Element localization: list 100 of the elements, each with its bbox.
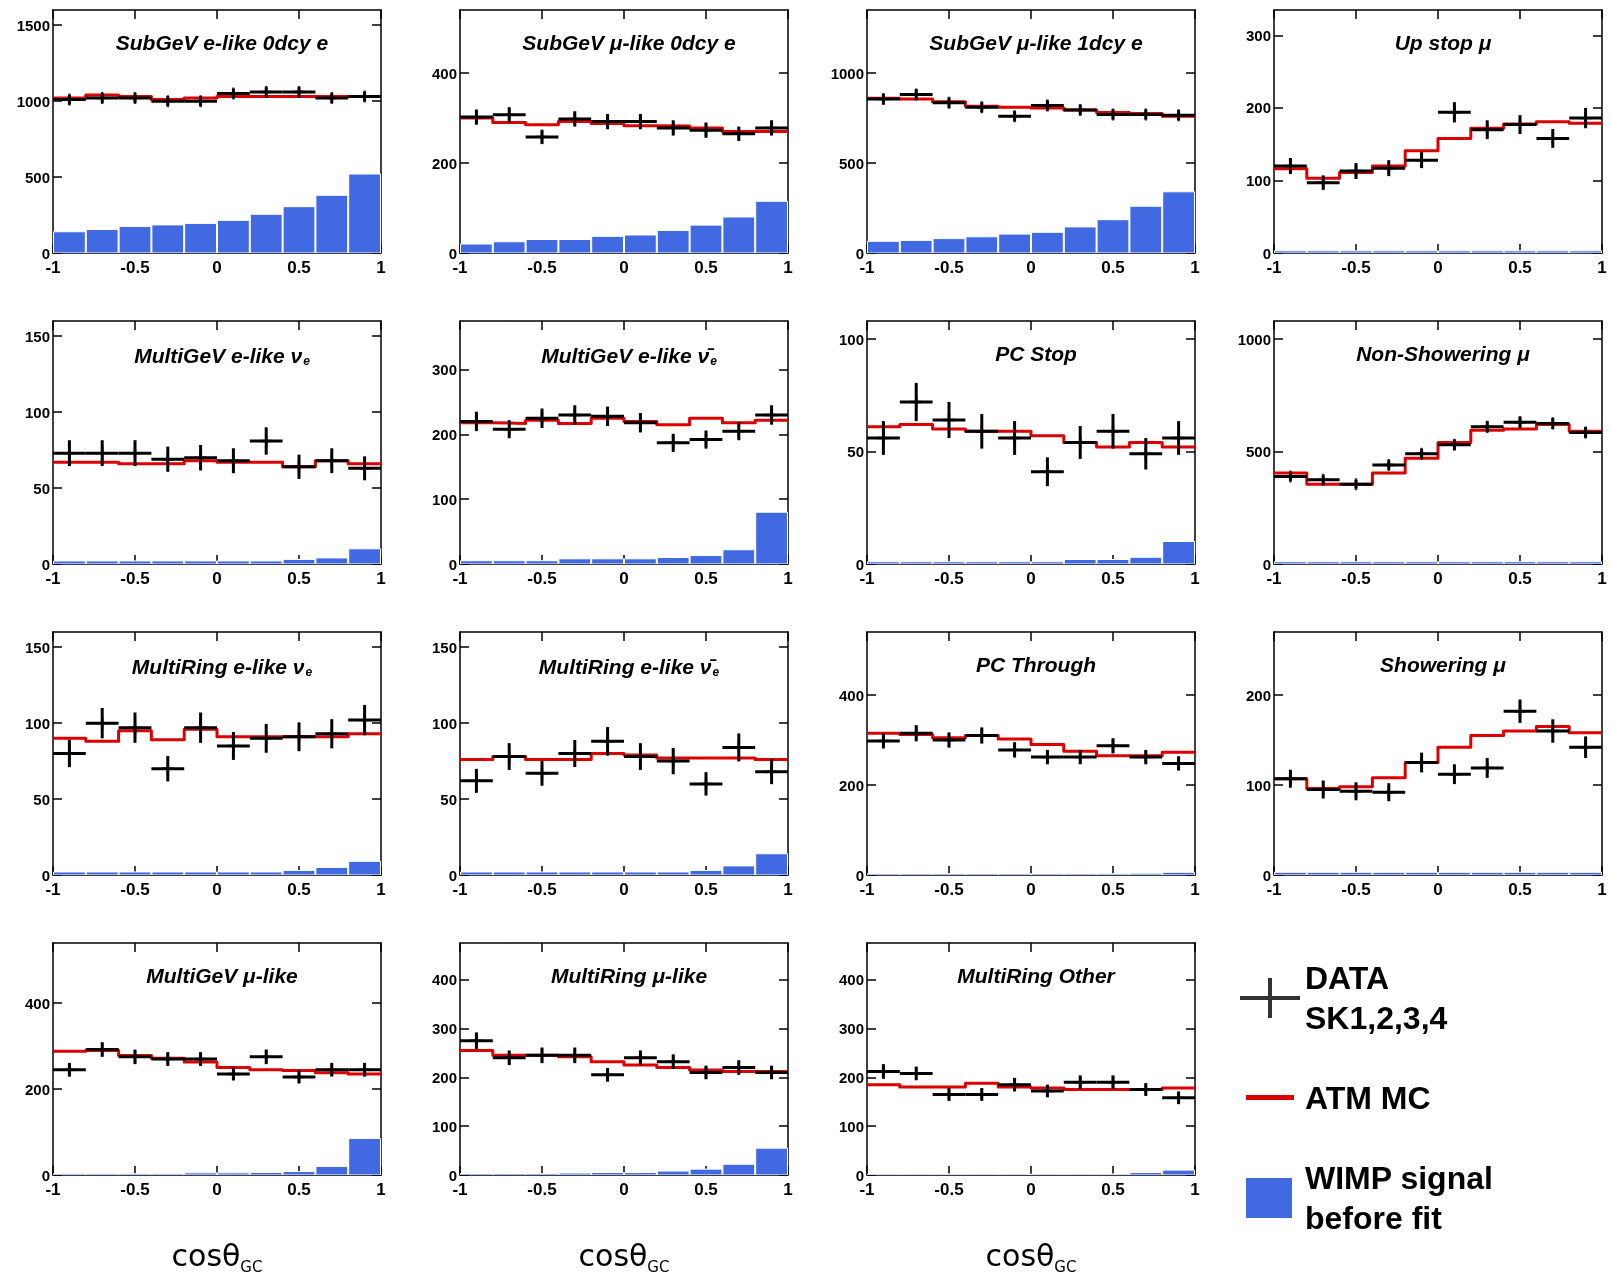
text: MultiRing Other bbox=[957, 964, 1117, 987]
x-tick-label: 0 bbox=[212, 569, 222, 588]
x-tick-label: -0.5 bbox=[120, 258, 150, 277]
y-tick-label: 300 bbox=[838, 1019, 864, 1037]
y-tick-label: 100 bbox=[24, 714, 50, 732]
x-tick-label: -0.5 bbox=[120, 1180, 150, 1199]
text: SubGeV e-like 0dcy e bbox=[115, 31, 329, 54]
x-tick-label: 0 bbox=[1433, 258, 1443, 277]
x-tick-label: 0 bbox=[619, 1180, 629, 1199]
x-tick-label: 0.5 bbox=[1101, 258, 1125, 277]
y-tick-label: 200 bbox=[1245, 99, 1271, 117]
x-tick-label: 0 bbox=[619, 569, 629, 588]
y-tick-label: 100 bbox=[1245, 171, 1271, 189]
x-tick-label: -0.5 bbox=[934, 258, 964, 277]
y-tick-label: 150 bbox=[24, 638, 50, 656]
x-tick-label: -0.5 bbox=[527, 1180, 557, 1199]
x-tick-label: 0 bbox=[1433, 569, 1443, 588]
x-tick-label: -0.5 bbox=[934, 880, 964, 899]
y-tick-label: 1000 bbox=[1237, 330, 1271, 348]
y-tick-label: 100 bbox=[24, 403, 50, 421]
x-tick-label: 0 bbox=[619, 258, 629, 277]
x-tick-label: 0 bbox=[212, 258, 222, 277]
y-tick-label: 300 bbox=[431, 361, 457, 379]
y-tick-label: 200 bbox=[431, 154, 457, 172]
y-tick-label: 200 bbox=[838, 1068, 864, 1086]
text: MultiGeV μ-like bbox=[146, 964, 299, 987]
text: SubGeV μ-like 0dcy e bbox=[522, 31, 737, 54]
y-tick-label: 400 bbox=[24, 994, 50, 1012]
x-tick-label: -0.5 bbox=[934, 1180, 964, 1199]
y-tick-label: 500 bbox=[24, 168, 50, 186]
x-tick-label: -0.5 bbox=[1341, 258, 1371, 277]
x-tick-label: 0 bbox=[212, 880, 222, 899]
x-tick-label: 0 bbox=[1026, 258, 1036, 277]
y-tick-label: 50 bbox=[847, 443, 864, 460]
x-tick-label: -0.5 bbox=[1341, 880, 1371, 899]
text: Showering μ bbox=[1380, 653, 1507, 676]
legend-label: DATA SK1,2,3,4 bbox=[1305, 960, 1448, 1036]
y-tick-label: 300 bbox=[1245, 26, 1271, 44]
x-tick-label: 0.5 bbox=[287, 569, 311, 588]
y-tick-label: 100 bbox=[1245, 776, 1271, 794]
y-tick-label: 1000 bbox=[16, 92, 50, 110]
y-tick-label: 200 bbox=[24, 1080, 50, 1098]
text: Non-Showering μ bbox=[1356, 342, 1531, 365]
y-tick-label: 400 bbox=[838, 686, 864, 704]
x-tick-label: 1 bbox=[783, 569, 793, 588]
x-tick-label: 0.5 bbox=[1101, 1180, 1125, 1199]
x-tick-label: 0.5 bbox=[694, 880, 718, 899]
x-tick-label: 0.5 bbox=[1101, 569, 1125, 588]
x-tick-label: 0 bbox=[619, 880, 629, 899]
y-tick-label: 400 bbox=[838, 971, 864, 989]
x-tick-label: 0.5 bbox=[694, 1180, 718, 1199]
y-tick-label: 200 bbox=[838, 776, 864, 794]
x-tick-label: 0.5 bbox=[1508, 880, 1532, 899]
y-tick-label: 400 bbox=[431, 64, 457, 82]
y-tick-label: 50 bbox=[33, 479, 50, 497]
y-tick-label: 500 bbox=[1245, 443, 1271, 460]
x-tick-label: 0.5 bbox=[1508, 569, 1532, 588]
y-tick-label: 100 bbox=[838, 1117, 864, 1135]
x-tick-label: 1 bbox=[1597, 880, 1607, 899]
y-tick-label: 100 bbox=[431, 1117, 457, 1135]
x-tick-label: 1 bbox=[783, 1180, 793, 1199]
text: MultiRing μ-like bbox=[550, 964, 708, 987]
x-tick-label: 1 bbox=[376, 258, 386, 277]
x-tick-label: 0 bbox=[1433, 880, 1443, 899]
legend-label: WIMP signal before fit bbox=[1305, 1160, 1493, 1236]
x-tick-label: -0.5 bbox=[527, 569, 557, 588]
x-tick-label: 1 bbox=[1190, 569, 1200, 588]
x-tick-label: 1 bbox=[376, 569, 386, 588]
x-tick-label: 1 bbox=[376, 1180, 386, 1199]
x-tick-label: 1 bbox=[1597, 569, 1607, 588]
x-tick-label: 0.5 bbox=[1101, 880, 1125, 899]
y-tick-label: 50 bbox=[33, 790, 50, 808]
x-tick-label: 1 bbox=[783, 880, 793, 899]
x-tick-label: -0.5 bbox=[934, 569, 964, 588]
x-tick-label: 0 bbox=[1026, 569, 1036, 588]
y-tick-label: 1500 bbox=[16, 16, 50, 34]
y-tick-label: 200 bbox=[1245, 686, 1271, 704]
y-tick-label: 200 bbox=[431, 1068, 457, 1086]
legend-label: ATM MC bbox=[1305, 1080, 1431, 1116]
x-tick-label: 0.5 bbox=[287, 258, 311, 277]
x-tick-label: 0.5 bbox=[1508, 258, 1532, 277]
x-tick-label: 0 bbox=[212, 1180, 222, 1199]
text: Up stop μ bbox=[1394, 31, 1492, 54]
text: PC Through bbox=[975, 653, 1097, 676]
x-tick-label: 0 bbox=[1026, 880, 1036, 899]
y-tick-label: 400 bbox=[431, 971, 457, 989]
y-tick-label: 100 bbox=[431, 490, 457, 508]
y-tick-label: 100 bbox=[431, 714, 457, 732]
x-tick-label: 1 bbox=[1190, 258, 1200, 277]
y-tick-label: 150 bbox=[431, 638, 457, 656]
x-tick-label: 0 bbox=[1026, 1180, 1036, 1199]
x-tick-label: 1 bbox=[376, 880, 386, 899]
x-tick-label: -0.5 bbox=[1341, 569, 1371, 588]
x-tick-label: -0.5 bbox=[120, 569, 150, 588]
x-tick-label: -0.5 bbox=[527, 880, 557, 899]
y-tick-label: 100 bbox=[838, 330, 864, 348]
text: PC Stop bbox=[995, 342, 1077, 365]
text: SubGeV μ-like 1dcy e bbox=[929, 31, 1144, 54]
x-tick-label: 0.5 bbox=[287, 1180, 311, 1199]
y-tick-label: 50 bbox=[440, 790, 457, 808]
